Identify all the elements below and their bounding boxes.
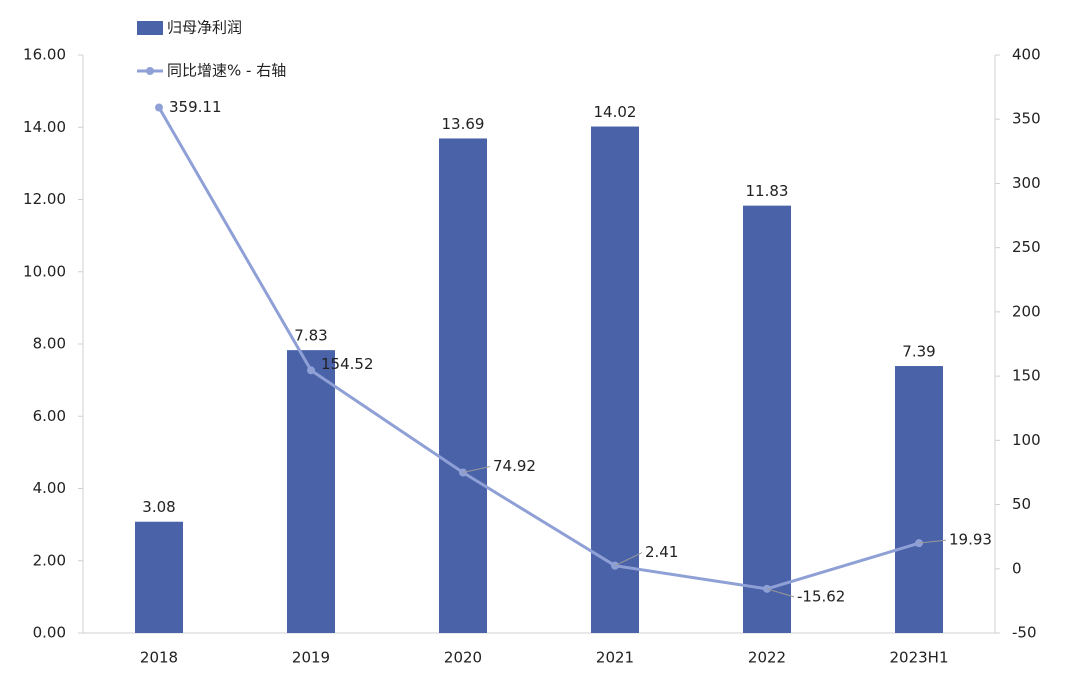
y-tick-label: 8.00 [33,335,66,353]
y-tick-label: 14.00 [23,118,66,136]
legend-label: 同比增速% - 右轴 [167,62,286,80]
line-value-label: -15.62 [797,587,845,605]
y-tick-label: 6.00 [33,407,66,425]
bar-value-label: 14.02 [594,103,637,121]
y-tick-label: 12.00 [23,190,66,208]
y2-tick-label: 250 [1012,238,1041,256]
x-tick-label: 2023H1 [890,649,949,667]
x-tick-label: 2020 [444,649,482,667]
line [157,106,920,591]
legend-swatch [146,67,154,75]
line-value-label: 74.92 [493,457,536,475]
y2-tick-label: 150 [1012,367,1041,385]
bar-value-label: 11.83 [746,182,789,200]
y-tick-label: 2.00 [33,551,66,569]
bar-value-label: 7.39 [902,343,935,361]
line-value-label: 2.41 [645,543,678,561]
x-tick-label: 2019 [292,649,330,667]
line-value-label: 359.11 [169,98,222,116]
y-tick-label: 10.00 [23,262,66,280]
bar [743,205,791,634]
y2-tick-label: 200 [1012,302,1041,320]
legend-label: 归母净利润 [167,19,242,37]
y2-tick-label: 100 [1012,431,1041,449]
y2-tick-label: -50 [1012,624,1037,642]
y2-tick-label: 50 [1012,495,1031,513]
leader-line [766,588,795,598]
bar [439,138,487,634]
leader-line [918,539,947,544]
bar-value-label: 7.83 [294,327,327,345]
line-point [307,366,315,375]
y2-tick-label: 400 [1012,46,1041,64]
bar [135,521,183,633]
legend-swatch [137,21,163,35]
line-point [155,103,163,112]
bar [895,366,943,633]
y2-tick-label: 0 [1012,559,1022,577]
bar-value-label: 3.08 [142,498,175,516]
x-tick-label: 2022 [748,649,786,667]
y-tick-label: 0.00 [33,624,66,642]
bar-value-label: 13.69 [442,115,485,133]
x-tick-label: 2018 [140,649,178,667]
y-tick-label: 4.00 [33,479,66,497]
y-tick-label: 16.00 [23,46,66,64]
y2-tick-label: 350 [1012,110,1041,128]
leader-line [462,466,491,474]
bar [287,350,335,633]
line-value-label: 19.93 [949,531,992,549]
bar [591,126,639,633]
x-tick-label: 2021 [596,649,634,667]
y2-tick-label: 300 [1012,174,1041,192]
leader-line [614,552,643,567]
line-value-label: 154.52 [321,355,374,373]
